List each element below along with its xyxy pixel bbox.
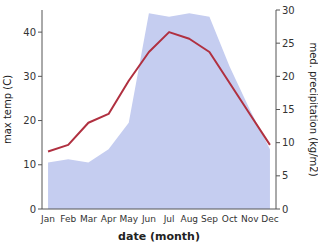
x-tick-label: Nov xyxy=(241,214,259,224)
y2-tick xyxy=(276,43,280,44)
precip-area xyxy=(48,13,270,209)
y-tick-label: 10 xyxy=(23,159,36,170)
y2-tick xyxy=(276,76,280,77)
x-axis-label: date (month) xyxy=(118,230,200,243)
x-tick-label: Sep xyxy=(201,214,218,224)
y2-tick-label: 20 xyxy=(282,71,295,82)
plot-area xyxy=(48,13,270,209)
y-tick-label: 0 xyxy=(30,204,36,215)
x-tick-label: Feb xyxy=(60,214,76,224)
x-tick-label: May xyxy=(119,214,138,224)
x-tick-label: Apr xyxy=(101,214,117,224)
y-tick xyxy=(38,32,42,33)
y2-tick xyxy=(276,109,280,110)
y2-tick-label: 15 xyxy=(282,104,295,115)
x-tick-label: Aug xyxy=(180,214,198,224)
y2-tick-label: 5 xyxy=(282,170,288,181)
x-tick-label: Jul xyxy=(163,214,175,224)
y2-tick-label: 10 xyxy=(282,137,295,148)
x-axis-line xyxy=(42,209,276,210)
y-axis-line xyxy=(42,10,43,209)
y-tick xyxy=(38,164,42,165)
y-tick-label: 20 xyxy=(23,115,36,126)
y-tick-label: 30 xyxy=(23,71,36,82)
y2-tick xyxy=(276,209,280,210)
y2-tick xyxy=(276,10,280,11)
y2-tick xyxy=(276,175,280,176)
y2-tick xyxy=(276,142,280,143)
y-tick xyxy=(38,76,42,77)
y2-tick-label: 30 xyxy=(282,5,295,16)
y-tick-label: 40 xyxy=(23,27,36,38)
temp-line xyxy=(48,32,270,151)
y-tick xyxy=(38,209,42,210)
x-tick-label: Oct xyxy=(222,214,238,224)
y2-tick-label: 0 xyxy=(282,204,288,215)
y2-axis-label: med. precipitation (kg/m2) xyxy=(308,42,318,176)
x-tick-label: Mar xyxy=(80,214,97,224)
chart: 0 10 20 30 40 0 5 10 15 20 25 30 Jan Feb Mar AprMayJun J… xyxy=(0,0,318,247)
y-axis-label: max temp (C) xyxy=(2,75,13,144)
x-tick-label: Jan xyxy=(40,214,55,224)
x-tick-label: Dec xyxy=(261,214,278,224)
y-tick xyxy=(38,120,42,121)
x-tick-label: Jun xyxy=(141,214,156,224)
y2-tick-label: 25 xyxy=(282,38,295,49)
